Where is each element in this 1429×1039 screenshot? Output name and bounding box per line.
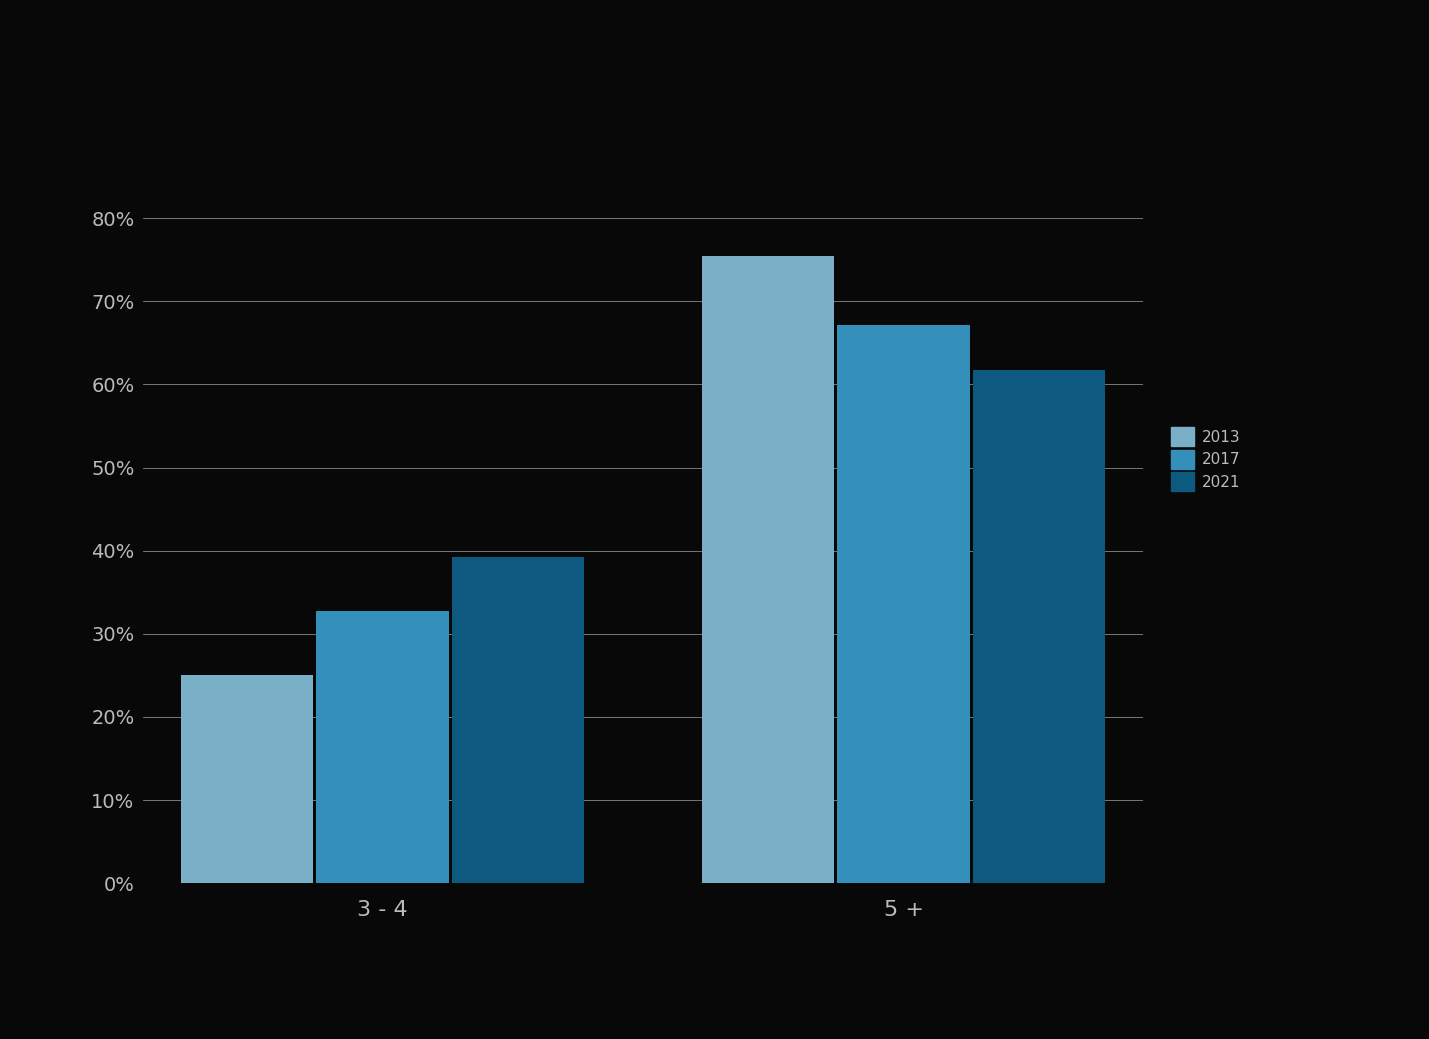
Legend: 2013, 2017, 2021: 2013, 2017, 2021 bbox=[1170, 427, 1240, 491]
Bar bbox=[316, 611, 449, 883]
Bar bbox=[180, 675, 313, 883]
Bar bbox=[837, 324, 970, 883]
Bar bbox=[452, 557, 584, 883]
Bar bbox=[973, 370, 1106, 883]
Bar bbox=[702, 256, 835, 883]
